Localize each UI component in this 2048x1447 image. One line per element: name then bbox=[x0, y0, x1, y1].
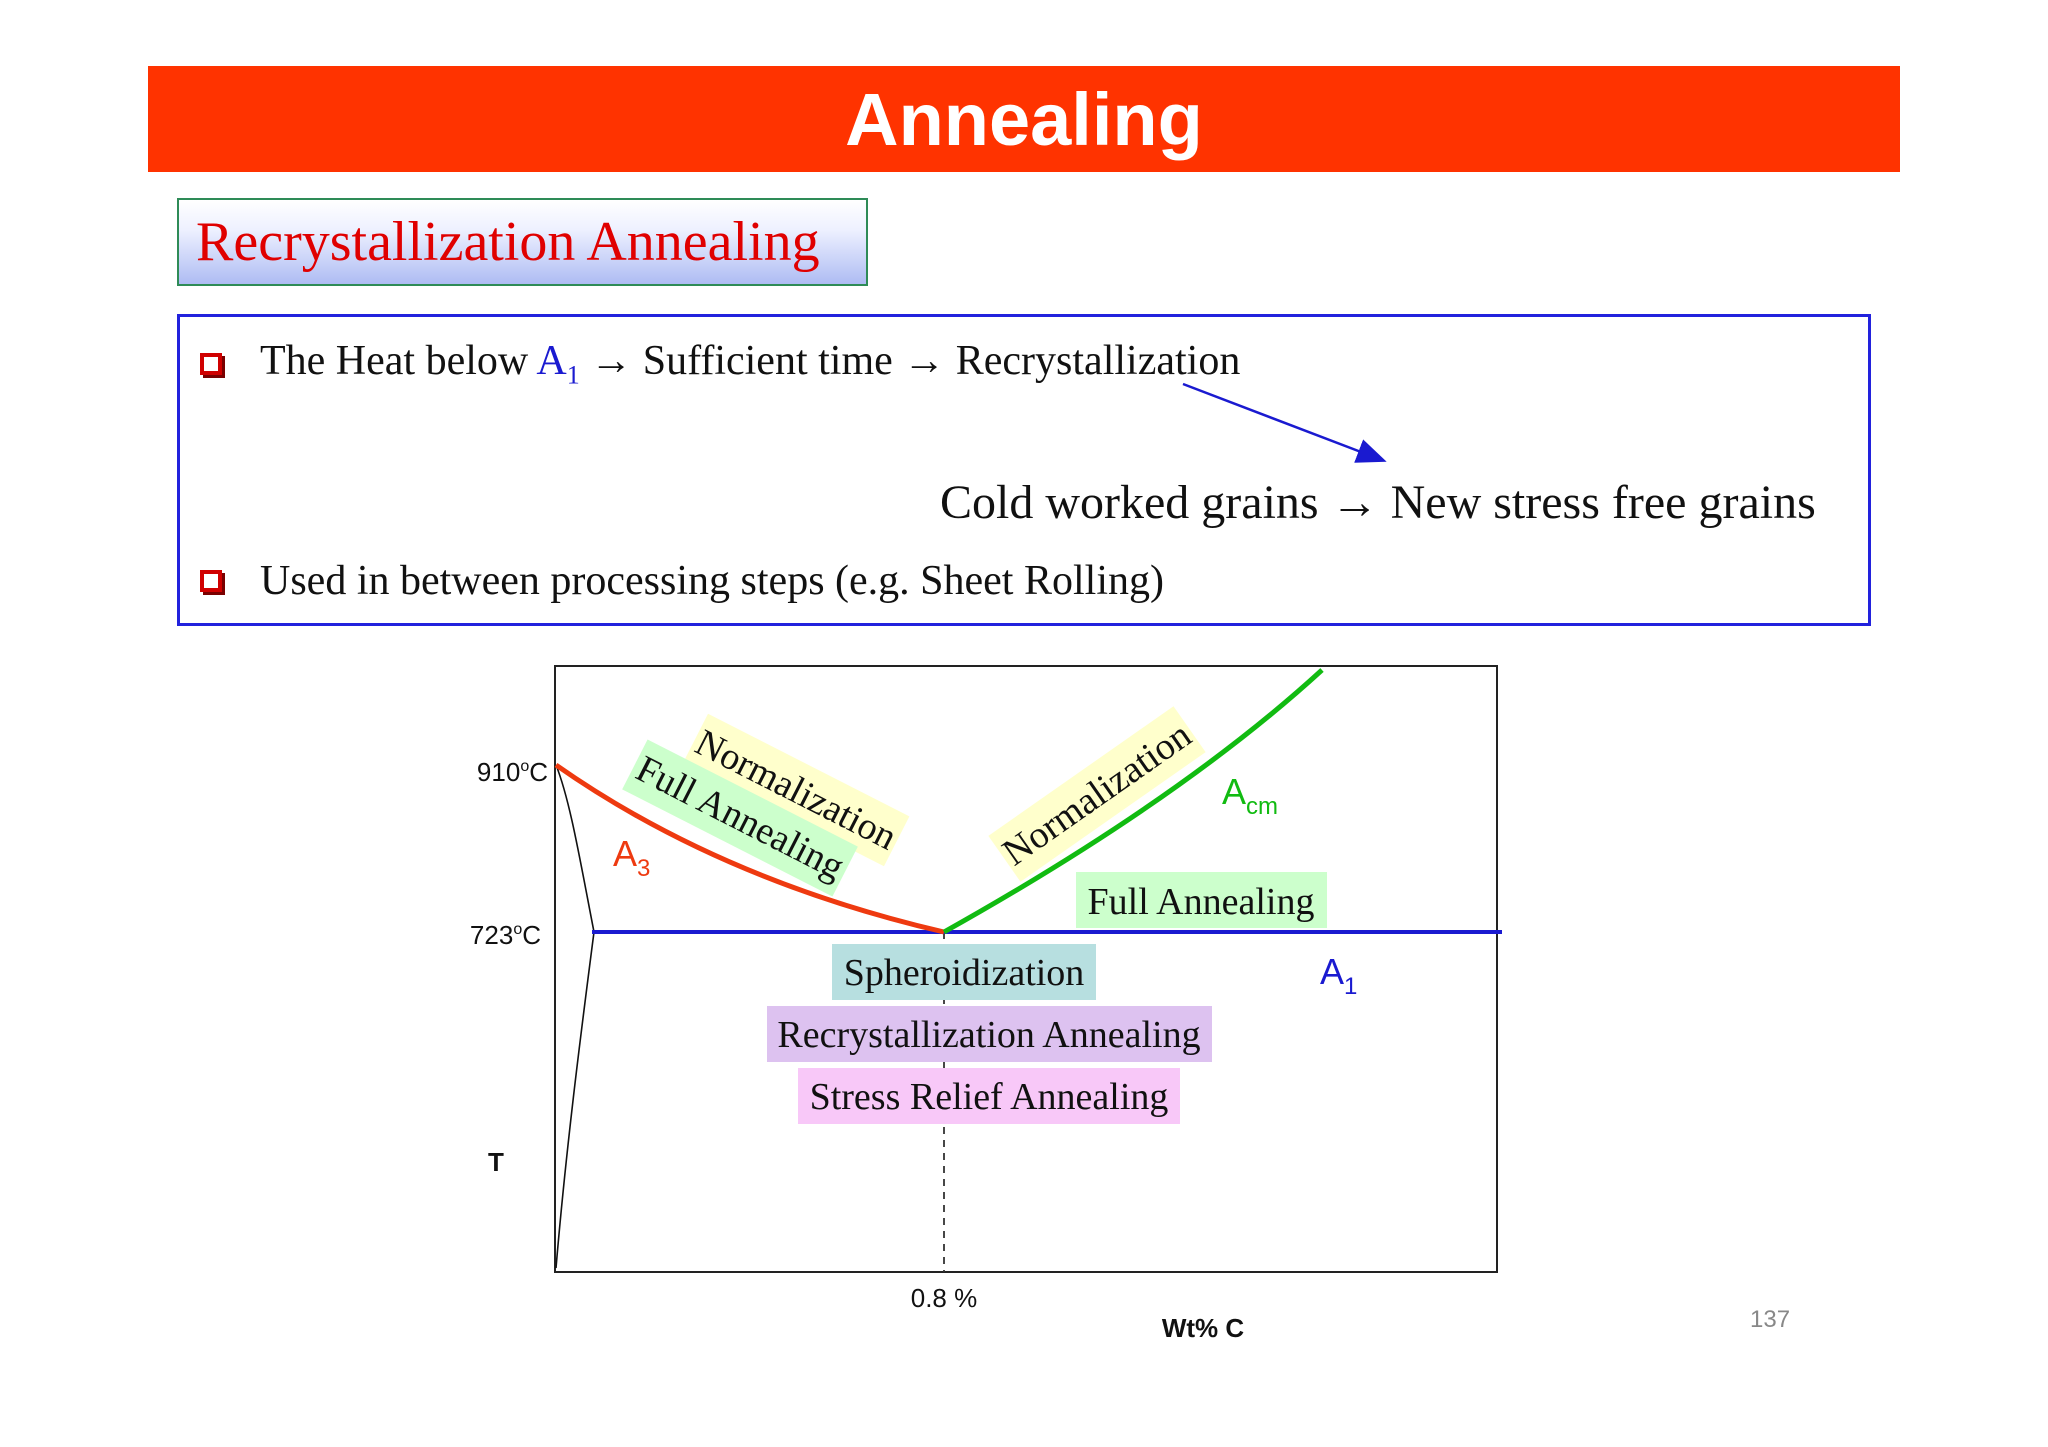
page-title: Annealing bbox=[845, 77, 1203, 161]
a3-label: A3 bbox=[613, 833, 650, 882]
bullet-1: The Heat below A1 → Sufficient time → Re… bbox=[200, 337, 1240, 390]
x-axis-label: Wt% C bbox=[1162, 1313, 1245, 1343]
checkbox-bullet-icon bbox=[200, 570, 222, 592]
bullet-1-text: The Heat below A1 → Sufficient time → Re… bbox=[260, 337, 1240, 390]
bullet-1-pre: The Heat below bbox=[260, 338, 537, 384]
acm-curve bbox=[942, 668, 1324, 935]
stress-relief-text: Stress Relief Annealing bbox=[810, 1076, 1169, 1118]
a1-sub: 1 bbox=[566, 360, 580, 390]
content-box: The Heat below A1 → Sufficient time → Re… bbox=[177, 314, 1871, 626]
spheroidization-box bbox=[832, 944, 1096, 1000]
alpha-boundary-bottom bbox=[555, 931, 595, 1269]
bullet-1-a1: A1 bbox=[536, 338, 579, 389]
normalization-right-label: Normalization bbox=[988, 706, 1206, 882]
y-axis-label: T bbox=[488, 1147, 504, 1177]
a1-letter: A bbox=[536, 338, 567, 384]
spheroidization-text: Spheroidization bbox=[844, 952, 1085, 994]
bullet-2-text: Used in between processing steps (e.g. S… bbox=[260, 558, 1164, 604]
alpha-boundary-top bbox=[555, 764, 595, 933]
title-bar: Annealing bbox=[148, 66, 1900, 172]
plot-frame bbox=[554, 665, 1498, 1273]
tick-723: 723oC bbox=[470, 920, 541, 950]
a3-curve bbox=[554, 762, 945, 935]
stress-relief-box bbox=[798, 1068, 1180, 1124]
subtitle: Recrystallization Annealing bbox=[196, 211, 820, 273]
page-number: 137 bbox=[1750, 1306, 1791, 1333]
bullet-2: Used in between processing steps (e.g. S… bbox=[200, 557, 1164, 605]
tick-08-percent: 0.8 % bbox=[911, 1283, 978, 1313]
tick-910: 910oC bbox=[477, 757, 548, 787]
recrystallization-box bbox=[767, 1006, 1212, 1062]
result-line: Cold worked grains → New stress free gra… bbox=[940, 476, 1816, 529]
full-annealing-right-box bbox=[1076, 872, 1327, 928]
subtitle-box: Recrystallization Annealing bbox=[177, 198, 868, 286]
recrystallization-text: Recrystallization Annealing bbox=[777, 1014, 1200, 1056]
a1-label: A1 bbox=[1320, 951, 1357, 1000]
recrystallization-arrow bbox=[1182, 382, 1387, 463]
bullet-1-post: → Sufficient time → Recrystallization bbox=[579, 338, 1241, 384]
checkbox-bullet-icon bbox=[200, 352, 222, 375]
full-annealing-right-text: Full Annealing bbox=[1088, 881, 1315, 923]
acm-label: Acm bbox=[1222, 771, 1278, 820]
